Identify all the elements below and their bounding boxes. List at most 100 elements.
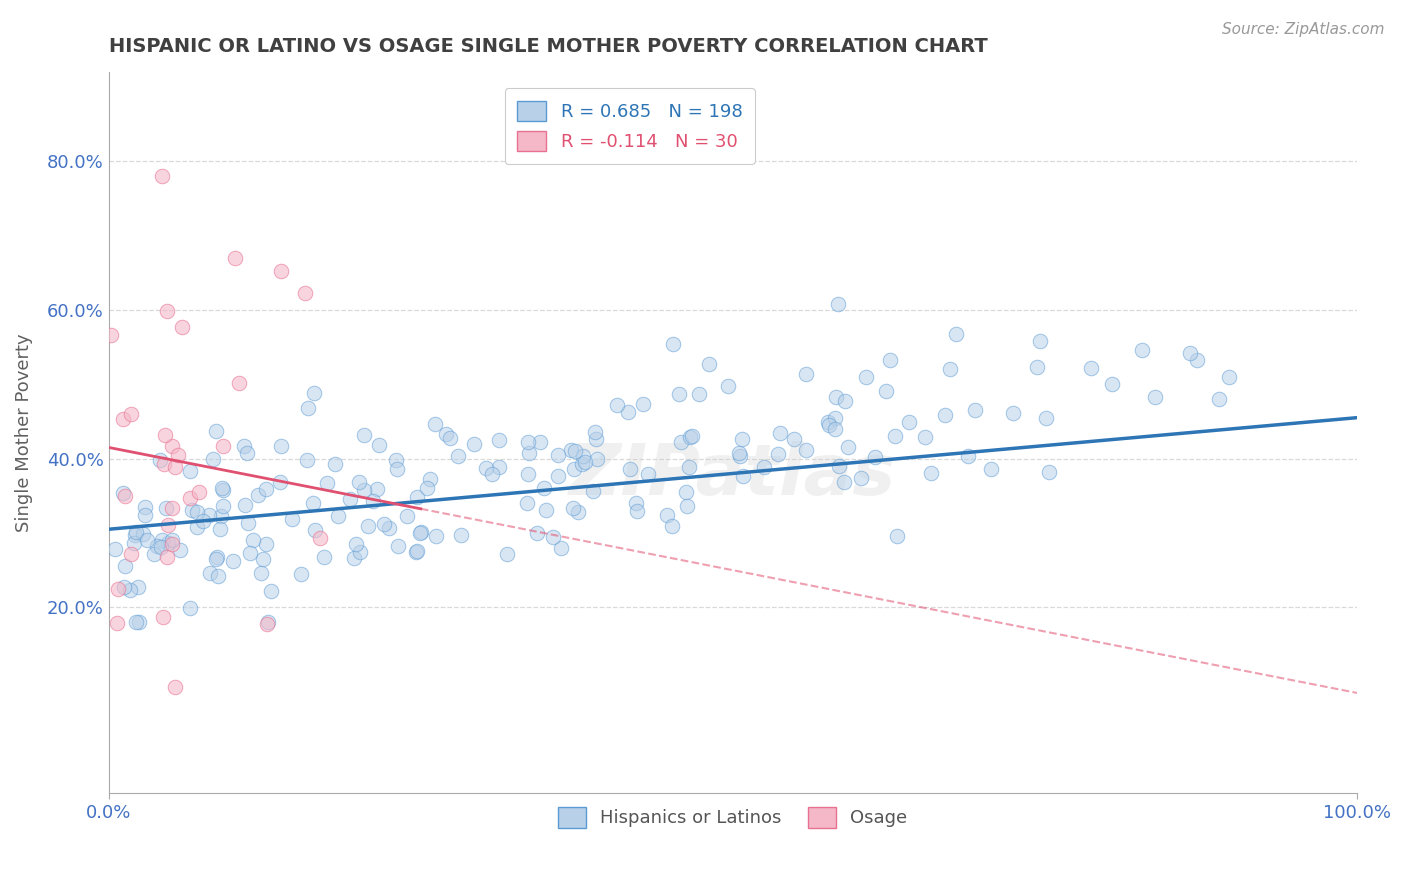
Point (112, 580, 135, 594)
Point (124, 527, 146, 541)
Point (541, 530, 564, 544)
Point (818, 418, 841, 433)
Point (167, 448, 190, 462)
Point (373, 517, 395, 532)
Point (238, 516, 260, 531)
Point (378, 521, 401, 535)
Point (269, 475, 291, 490)
Point (939, 362, 962, 376)
Point (118, 582, 141, 597)
Point (934, 408, 956, 422)
Point (179, 601, 201, 615)
Point (824, 422, 846, 436)
Point (567, 505, 589, 519)
Point (207, 569, 229, 583)
Point (228, 376, 250, 390)
Point (260, 584, 283, 599)
Point (114, 559, 136, 574)
Point (254, 483, 277, 497)
Point (534, 503, 557, 517)
Point (517, 435, 540, 450)
Point (254, 537, 277, 551)
Point (387, 539, 409, 553)
Point (208, 522, 231, 536)
Point (297, 401, 319, 415)
Point (516, 467, 538, 481)
Point (169, 543, 191, 558)
Point (574, 455, 596, 469)
Point (209, 509, 232, 524)
Point (339, 492, 361, 507)
Point (353, 427, 375, 442)
Point (357, 518, 380, 533)
Text: Source: ZipAtlas.com: Source: ZipAtlas.com (1222, 22, 1385, 37)
Point (409, 526, 432, 541)
Point (585, 432, 607, 446)
Point (160, 537, 183, 551)
Point (198, 566, 221, 580)
Point (156, 536, 179, 550)
Point (728, 450, 751, 464)
Point (143, 547, 166, 561)
Point (156, 549, 179, 564)
Point (423, 417, 446, 431)
Point (160, 439, 183, 453)
Point (1208, 392, 1230, 406)
Point (281, 512, 304, 526)
Point (224, 252, 246, 266)
Point (617, 405, 640, 419)
Point (114, 490, 136, 504)
Point (564, 444, 586, 458)
Point (111, 412, 134, 426)
Point (179, 491, 201, 506)
Point (127, 580, 149, 594)
Point (728, 445, 751, 459)
Point (547, 469, 569, 483)
Point (104, 541, 127, 556)
Point (353, 483, 375, 498)
Point (488, 433, 510, 447)
Point (817, 415, 839, 429)
Point (155, 428, 177, 442)
Point (384, 452, 406, 467)
Point (233, 498, 256, 512)
Point (367, 437, 389, 451)
Point (920, 467, 942, 481)
Y-axis label: Single Mother Poverty: Single Mother Poverty (15, 334, 32, 532)
Point (186, 505, 208, 519)
Point (347, 475, 370, 489)
Point (828, 458, 851, 473)
Point (128, 615, 150, 630)
Point (824, 390, 846, 404)
Point (233, 439, 256, 453)
Point (463, 436, 485, 450)
Point (211, 439, 233, 453)
Point (405, 544, 427, 558)
Point (156, 304, 179, 318)
Point (149, 453, 172, 467)
Point (675, 485, 697, 500)
Point (517, 446, 540, 460)
Point (316, 475, 339, 490)
Point (474, 460, 496, 475)
Point (582, 484, 605, 499)
Point (242, 533, 264, 547)
Point (309, 531, 332, 545)
Point (827, 296, 849, 310)
Point (145, 539, 167, 553)
Point (361, 493, 384, 508)
Point (1187, 352, 1209, 367)
Point (434, 427, 457, 442)
Point (671, 434, 693, 449)
Point (250, 566, 273, 580)
Point (163, 680, 186, 694)
Point (211, 483, 233, 498)
Point (301, 496, 323, 510)
Point (395, 509, 418, 524)
Point (157, 518, 180, 533)
Legend: Hispanics or Latinos, Osage: Hispanics or Latinos, Osage (551, 799, 914, 835)
Point (328, 509, 350, 524)
Point (409, 524, 432, 539)
Point (186, 520, 208, 534)
Point (834, 475, 856, 489)
